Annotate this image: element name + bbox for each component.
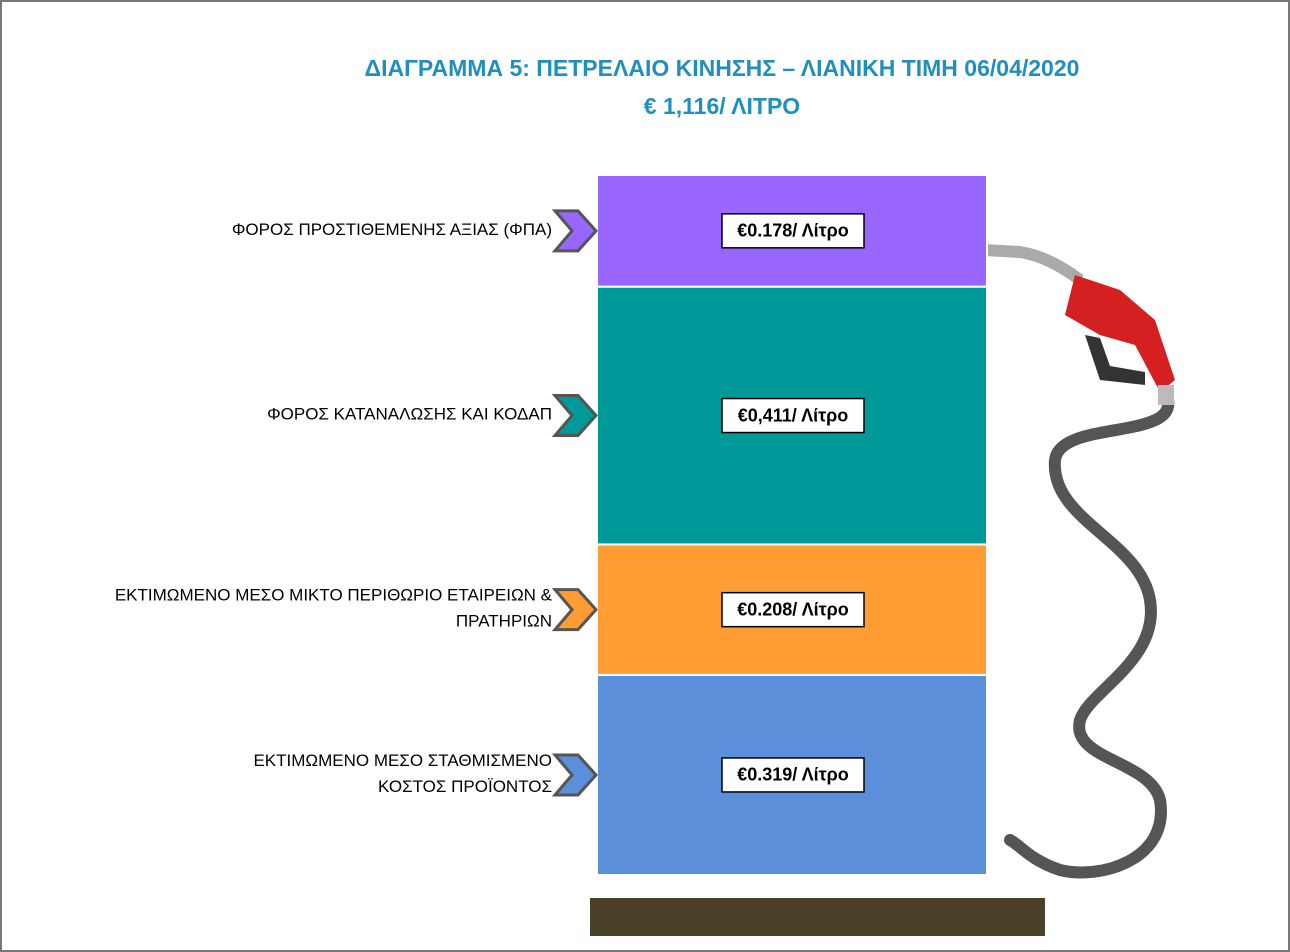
value-label: €0.208/ Λίτρο [737,599,849,619]
chart: ΔΙΑΓΡΑΜΜΑ 5: ΠΕΤΡΕΛΑΙΟ ΚΙΝΗΣΗΣ – ΛΙΑΝΙΚΗ… [0,0,1290,952]
value-label: €0.178/ Λίτρο [737,221,849,241]
pump-base [590,898,1045,936]
value-label: €0,411/ Λίτρο [738,405,849,425]
chart-title: ΔΙΑΓΡΑΜΜΑ 5: ΠΕΤΡΕΛΑΙΟ ΚΙΝΗΣΗΣ – ΛΙΑΝΙΚΗ… [365,55,1080,81]
legend-label: ΦΟΡΟΣ ΚΑΤΑΝΑΛΩΣΗΣ ΚΑΙ ΚΟΔΑΠ [267,405,552,424]
chart-subtitle: € 1,116/ ΛΙΤΡΟ [644,93,800,119]
legend-label: ΦΟΡΟΣ ΠΡΟΣΤΙΘΕΜΕΝΗΣ ΑΞΙΑΣ (ΦΠΑ) [232,220,552,239]
value-label: €0.319/ Λίτρο [737,765,849,785]
